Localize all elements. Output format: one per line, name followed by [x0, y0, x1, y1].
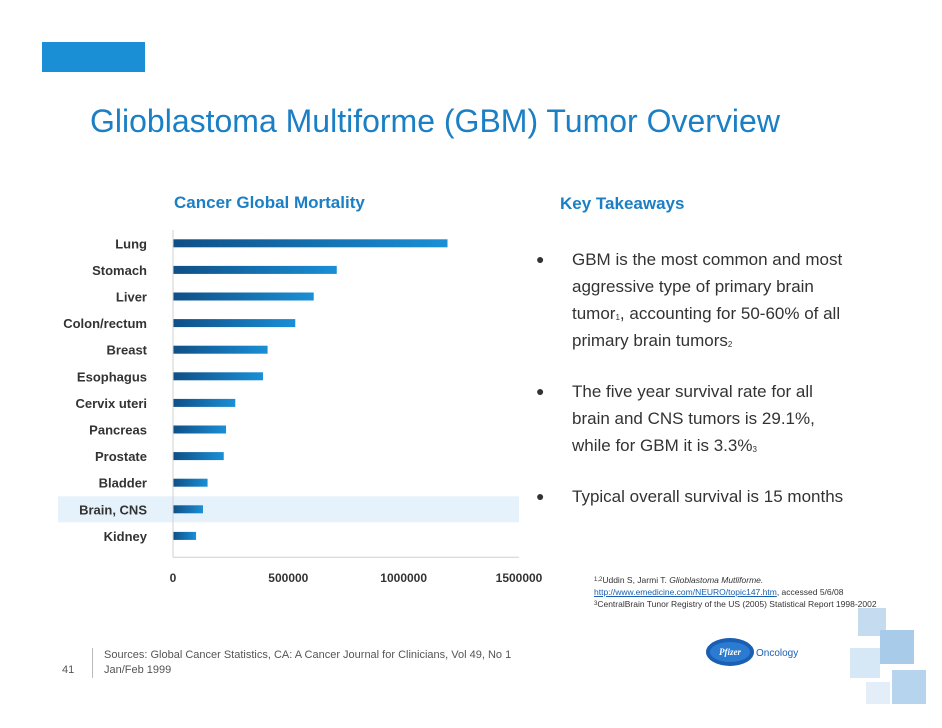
x-tick-label: 500000: [268, 571, 308, 585]
reference-2: 3CentralBrain Tunor Registry of the US (…: [594, 598, 909, 610]
references: 1,2Uddin S, Jarmi T. Glioblastoma Mutlif…: [594, 574, 909, 610]
category-label: Bladder: [99, 476, 147, 491]
bar: [173, 478, 208, 487]
category-label: Liver: [116, 290, 147, 305]
bar: [173, 505, 203, 514]
takeaway-text: , accounting for 50-60% of all primary b…: [572, 304, 841, 350]
slide-title: Glioblastoma Multiforme (GBM) Tumor Over…: [90, 103, 780, 139]
reference-marker: 3: [594, 601, 598, 607]
bar: [173, 531, 197, 540]
bullet-icon: ●: [536, 488, 545, 504]
chart-title: Cancer Global Mortality: [174, 193, 365, 212]
reference-text: CentralBrain Tunor Registry of the US (2…: [597, 599, 877, 609]
takeaway-text: Typical overall survival is 15 months: [572, 487, 844, 506]
highlight-band: [58, 496, 519, 523]
category-label: Brain, CNS: [79, 502, 147, 517]
page-divider: [92, 648, 93, 678]
decorative-squares: [850, 608, 926, 704]
page-number: 41: [62, 664, 75, 676]
bar: [173, 239, 448, 248]
takeaway-text: GBM is the most common and most aggressi…: [572, 250, 843, 323]
takeaway-item: ● GBM is the most common and most aggres…: [534, 246, 854, 354]
category-label: Pancreas: [89, 423, 147, 438]
bar: [173, 292, 314, 301]
footnote-marker: 1: [615, 313, 620, 322]
takeaways-list: ● GBM is the most common and most aggres…: [534, 246, 854, 534]
reference-1: 1,2Uddin S, Jarmi T. Glioblastoma Mutlif…: [594, 574, 909, 598]
bullet-icon: ●: [536, 251, 545, 267]
bar: [173, 452, 224, 461]
footnote-marker: 3: [752, 445, 757, 454]
bar: [173, 265, 337, 274]
reference-title: Glioblastoma Mutliforme.: [669, 575, 764, 585]
reference-marker: 1,2: [594, 577, 603, 583]
x-tick-label: 1000000: [380, 571, 427, 585]
x-tick-label: 1500000: [496, 571, 543, 585]
category-label: Prostate: [95, 449, 147, 464]
bar: [173, 372, 263, 381]
bar: [173, 345, 268, 354]
category-label: Colon/rectum: [63, 316, 147, 331]
corner-accent-block: [42, 42, 145, 72]
category-label: Breast: [107, 343, 148, 358]
reference-link[interactable]: http://www.emedicine.com/NEURO/topic147.…: [594, 587, 777, 597]
reference-text: Uddin S, Jarmi T.: [602, 575, 670, 585]
bar: [173, 425, 227, 434]
svg-text:Pfizer: Pfizer: [719, 647, 741, 657]
pfizer-oncology-logo: Pfizer Oncology: [706, 638, 798, 666]
category-label: Lung: [115, 236, 147, 251]
category-label: Esophagus: [77, 369, 147, 384]
takeaway-text: The five year survival rate for all brai…: [572, 382, 815, 455]
svg-text:Oncology: Oncology: [756, 648, 798, 659]
takeaway-item: ● Typical overall survival is 15 months: [534, 483, 854, 510]
takeaway-item: ● The five year survival rate for all br…: [534, 378, 854, 459]
category-label: Kidney: [104, 529, 148, 544]
bar: [173, 398, 236, 407]
bullet-icon: ●: [536, 383, 545, 399]
category-label: Stomach: [92, 263, 147, 278]
takeaways-title: Key Takeaways: [560, 194, 685, 213]
reference-text: , accessed 5/6/08: [776, 587, 844, 597]
footnote-marker: 2: [727, 340, 733, 349]
sources-note: Sources: Global Cancer Statistics, CA: A…: [104, 649, 512, 676]
bar: [173, 319, 296, 328]
x-tick-label: 0: [170, 571, 177, 585]
category-label: Cervix uteri: [75, 396, 147, 411]
